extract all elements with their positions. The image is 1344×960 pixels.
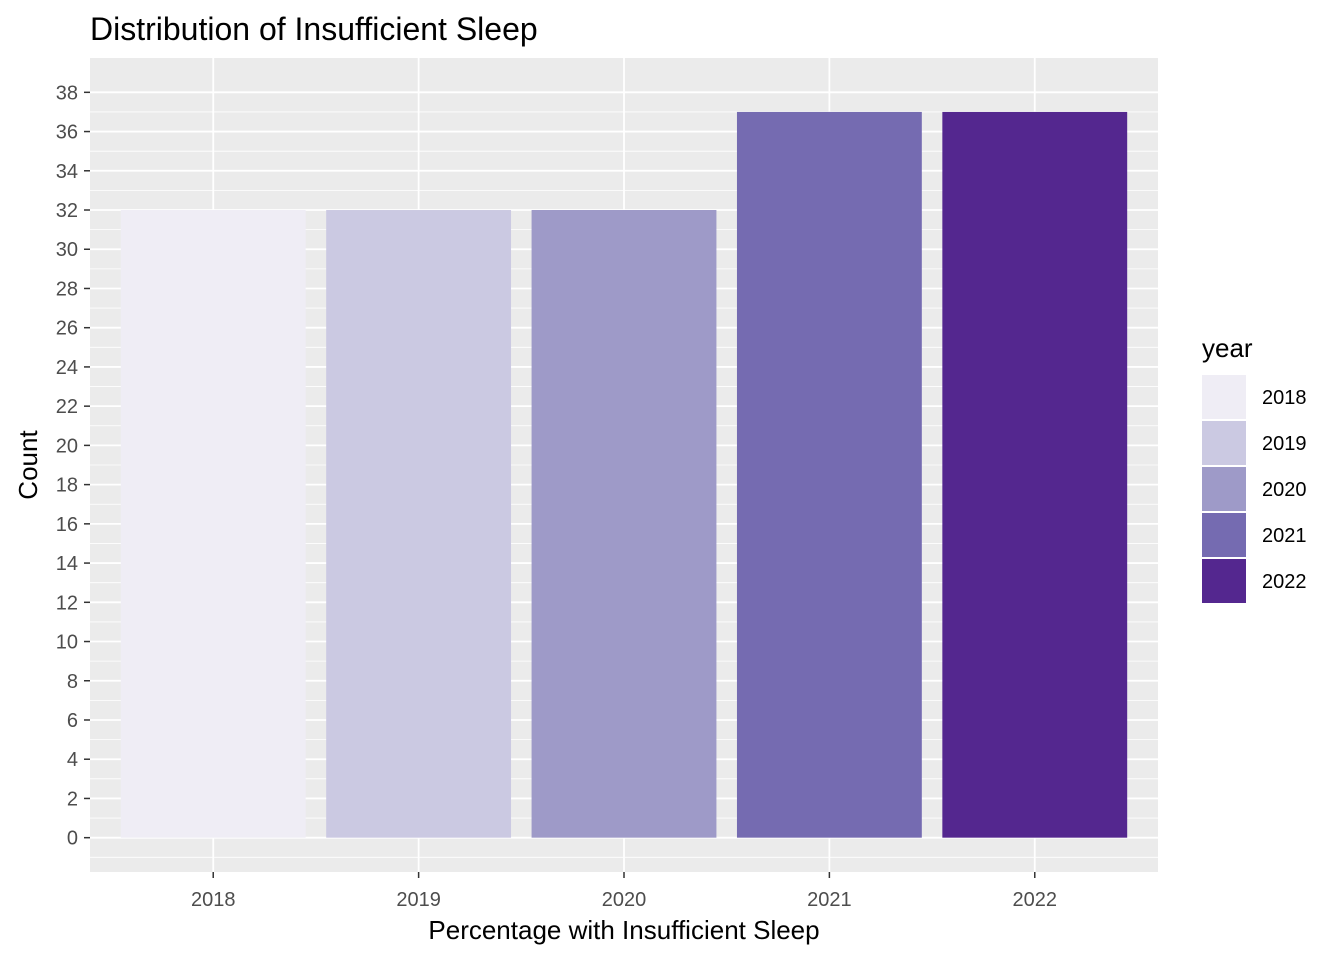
legend: year 2018 2019 2020 2021 2022 <box>1202 333 1307 603</box>
y-tick-label: 30 <box>56 239 78 261</box>
y-tick-label: 28 <box>56 278 78 300</box>
legend-key-2021 <box>1202 513 1246 557</box>
bar-2021 <box>736 111 922 838</box>
y-tick-label: 32 <box>56 200 78 222</box>
x-tick-label: 2021 <box>807 889 852 911</box>
legend-label: 2018 <box>1262 387 1307 409</box>
x-axis: 2018 2019 2020 2021 2022 <box>191 872 1057 911</box>
y-tick-label: 38 <box>56 82 78 104</box>
legend-title: year <box>1202 333 1253 363</box>
legend-label: 2021 <box>1262 525 1307 547</box>
y-tick-label: 14 <box>56 553 78 575</box>
legend-label: 2020 <box>1262 479 1307 501</box>
bars <box>120 111 1128 838</box>
chart-title: Distribution of Insufficient Sleep <box>90 11 538 47</box>
bar-2019 <box>326 210 512 838</box>
legend-key-2019 <box>1202 421 1246 465</box>
y-tick-label: 2 <box>67 788 78 810</box>
x-tick-label: 2020 <box>602 889 647 911</box>
y-tick-label: 0 <box>67 828 78 850</box>
y-tick-label: 34 <box>56 161 78 183</box>
y-tick-label: 10 <box>56 632 78 654</box>
y-tick-label: 12 <box>56 592 78 614</box>
legend-key-2022 <box>1202 559 1246 603</box>
x-tick-label: 2018 <box>191 889 236 911</box>
y-tick-label: 18 <box>56 475 78 497</box>
y-tick-label: 6 <box>67 710 78 732</box>
x-tick-label: 2019 <box>396 889 441 911</box>
y-tick-label: 26 <box>56 318 78 340</box>
y-axis-title: Count <box>13 430 43 500</box>
y-tick-label: 24 <box>56 357 78 379</box>
legend-key-2020 <box>1202 467 1246 511</box>
y-tick-label: 36 <box>56 122 78 144</box>
x-axis-title: Percentage with Insufficient Sleep <box>428 915 819 945</box>
y-tick-label: 4 <box>67 749 78 771</box>
bar-2020 <box>531 210 717 838</box>
y-tick-label: 20 <box>56 435 78 457</box>
y-tick-label: 8 <box>67 671 78 693</box>
y-tick-label: 16 <box>56 514 78 536</box>
legend-key-2018 <box>1202 375 1246 419</box>
bar-2018 <box>120 210 306 838</box>
x-tick-label: 2022 <box>1013 889 1058 911</box>
bar-2022 <box>942 111 1128 838</box>
legend-label: 2022 <box>1262 571 1307 593</box>
y-tick-label: 22 <box>56 396 78 418</box>
legend-items: 2018 2019 2020 2021 2022 <box>1202 375 1307 603</box>
legend-label: 2019 <box>1262 433 1307 455</box>
